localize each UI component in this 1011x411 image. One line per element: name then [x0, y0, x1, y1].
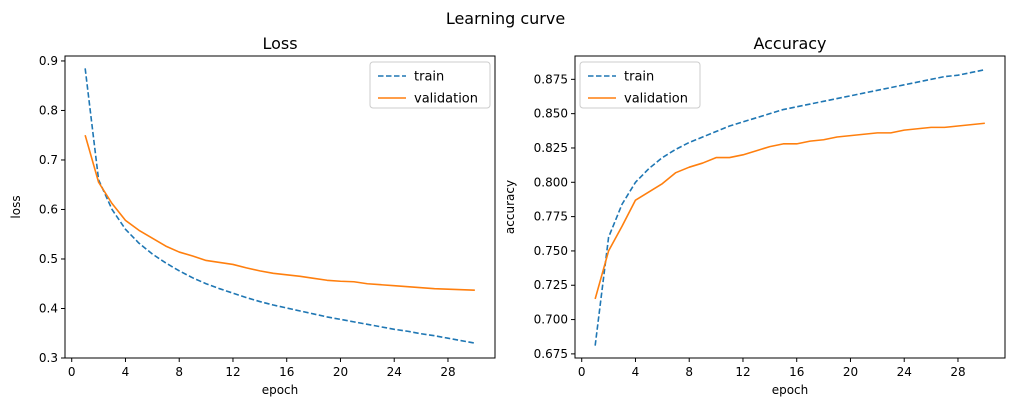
accuracy-y-tick-label: 0.825 [534, 141, 568, 155]
loss-y-tick-label: 0.4 [39, 301, 58, 315]
accuracy-x-tick-label: 28 [950, 365, 965, 379]
loss-series-validation-line [84, 134, 475, 291]
loss-y-tick-label: 0.7 [39, 153, 58, 167]
loss-y-tick-label: 0.3 [39, 351, 58, 365]
accuracy-panel: Accuracy 0 4 8 12 16 20 24 28 0.675 0.700 0.725 0.75… [503, 34, 1006, 397]
accuracy-title: Accuracy [753, 34, 826, 53]
accuracy-series-validation-line [594, 122, 985, 300]
accuracy-legend-box [579, 61, 701, 109]
accuracy-y-tick-label: 0.875 [534, 72, 568, 86]
loss-y-axis-label: loss [9, 195, 23, 218]
accuracy-legend-label-validation: validation [624, 92, 688, 107]
loss-x-tick-label: 12 [225, 365, 240, 379]
loss-x-tick-label: 24 [387, 365, 402, 379]
accuracy-x-tick-label: 12 [735, 365, 750, 379]
loss-x-tick-label: 4 [122, 365, 130, 379]
accuracy-legend-label-train: train [624, 70, 654, 85]
accuracy-y-axis-label: accuracy [503, 180, 517, 234]
loss-legend: train validation [369, 61, 491, 109]
loss-legend-label-validation: validation [414, 92, 478, 107]
accuracy-x-tick-label: 16 [789, 365, 804, 379]
loss-x-tick-label: 8 [175, 365, 183, 379]
accuracy-y-tick-label: 0.725 [534, 278, 568, 292]
accuracy-x-axis-label: epoch [772, 383, 809, 397]
loss-legend-label-train: train [414, 70, 444, 85]
accuracy-y-tick-label: 0.750 [534, 244, 568, 258]
loss-plot-frame [64, 55, 496, 359]
accuracy-x-tick-label: 24 [897, 365, 912, 379]
loss-panel: Loss 0 4 8 12 16 20 24 28 0.3 0.4 0.5 0.6 0.7 0.8 0.9 ep… [9, 34, 496, 397]
figure-suptitle: Learning curve [446, 9, 565, 28]
loss-x-tick-label: 20 [333, 365, 348, 379]
accuracy-x-tick-label: 4 [632, 365, 640, 379]
loss-y-tick-label: 0.5 [39, 252, 58, 266]
loss-x-tick-label: 16 [279, 365, 294, 379]
accuracy-series-train-line [594, 68, 985, 346]
accuracy-y-tick-label: 0.675 [534, 347, 568, 361]
loss-y-tick-label: 0.6 [39, 202, 58, 216]
loss-x-axis-label: epoch [262, 383, 299, 397]
loss-x-tick-label: 0 [68, 365, 76, 379]
accuracy-y-tick-label: 0.700 [534, 313, 568, 327]
loss-series-train-line [84, 68, 475, 344]
accuracy-plot-frame [574, 55, 1006, 359]
loss-x-tick-label: 28 [440, 365, 455, 379]
loss-title: Loss [262, 34, 297, 53]
accuracy-y-tick-label: 0.775 [534, 210, 568, 224]
accuracy-y-tick-label: 0.850 [534, 107, 568, 121]
accuracy-legend: train validation [579, 61, 701, 109]
loss-legend-box [369, 61, 491, 109]
accuracy-x-tick-label: 20 [843, 365, 858, 379]
accuracy-x-tick-label: 8 [685, 365, 693, 379]
loss-y-tick-label: 0.8 [39, 103, 58, 117]
loss-y-tick-label: 0.9 [39, 54, 58, 68]
accuracy-y-tick-label: 0.800 [534, 175, 568, 189]
accuracy-x-tick-label: 0 [578, 365, 586, 379]
